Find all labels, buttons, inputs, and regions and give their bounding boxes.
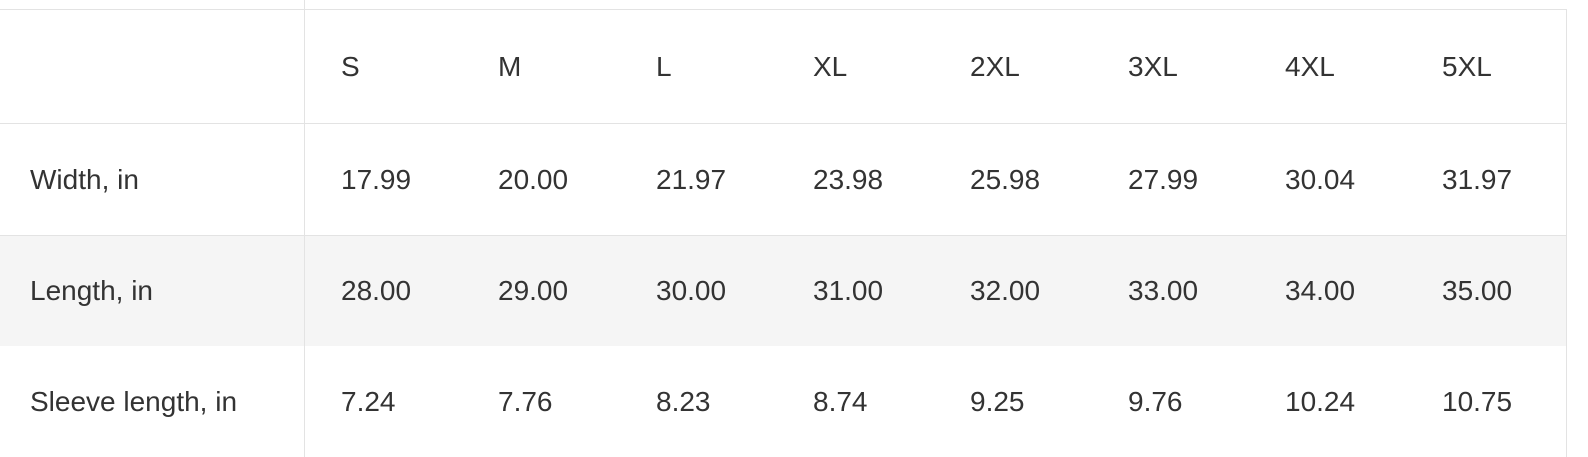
table-cell: 32.00: [970, 275, 1041, 306]
table-top-border: [0, 9, 1566, 10]
table-row-length: Length, in 28.00 29.00 30.00 31.00 32.00…: [0, 236, 1566, 346]
table-cell: 31.00: [813, 275, 884, 306]
header-size-xl: XL: [813, 50, 848, 82]
table-cell: 8.74: [813, 385, 868, 417]
table-cell: 25.98: [970, 163, 1041, 195]
table-cell: 28.00: [341, 275, 412, 306]
header-size-4xl: 4XL: [1285, 50, 1335, 82]
table-cell: 20.00: [498, 163, 569, 195]
table-row-width: Width, in 17.99 20.00 21.97 23.98 25.98 …: [0, 124, 1566, 236]
table-cell: 17.99: [341, 163, 412, 195]
label-column-divider: [304, 0, 305, 457]
table-cell: 21.97: [656, 163, 727, 195]
table-cell: 10.24: [1285, 385, 1356, 417]
row-label-sleeve-length: Sleeve length, in: [30, 385, 238, 417]
table-header-row: S M L XL 2XL 3XL 4XL 5XL: [0, 10, 1566, 124]
header-size-3xl: 3XL: [1128, 50, 1178, 82]
header-size-m: M: [498, 50, 522, 82]
table-cell: 34.00: [1285, 275, 1356, 306]
table-cell: 23.98: [813, 163, 884, 195]
table-cell: 31.97: [1442, 163, 1513, 195]
table-cell: 7.24: [341, 385, 396, 417]
table-cell: 8.23: [656, 385, 711, 417]
header-size-s: S: [341, 50, 360, 82]
table-cell: 27.99: [1128, 163, 1199, 195]
header-size-5xl: 5XL: [1442, 50, 1492, 82]
table-row-sleeve-length: Sleeve length, in 7.24 7.76 8.23 8.74 9.…: [0, 346, 1566, 457]
table-right-border: [1566, 9, 1567, 457]
table-cell: 9.76: [1128, 385, 1183, 417]
row-label-length: Length, in: [30, 275, 153, 306]
header-size-l: L: [656, 50, 672, 82]
table-cell: 35.00: [1442, 275, 1513, 306]
table-cell: 7.76: [498, 385, 553, 417]
row-label-width: Width, in: [30, 163, 139, 195]
table-cell: 29.00: [498, 275, 569, 306]
header-size-2xl: 2XL: [970, 50, 1020, 82]
table-cell: 30.00: [656, 275, 727, 306]
table-cell: 30.04: [1285, 163, 1356, 195]
table-cell: 10.75: [1442, 385, 1513, 417]
table-cell: 33.00: [1128, 275, 1199, 306]
table-cell: 9.25: [970, 385, 1025, 417]
